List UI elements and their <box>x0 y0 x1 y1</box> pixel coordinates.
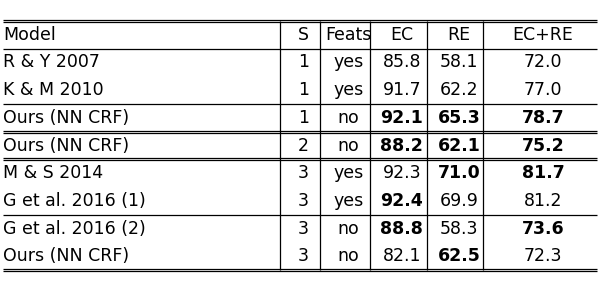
Text: 3: 3 <box>298 247 309 266</box>
Text: 72.0: 72.0 <box>524 53 562 72</box>
Text: yes: yes <box>334 192 364 210</box>
Text: 92.4: 92.4 <box>380 192 423 210</box>
Text: 81.7: 81.7 <box>521 164 565 182</box>
Text: 92.1: 92.1 <box>380 109 423 127</box>
Text: 3: 3 <box>298 220 309 238</box>
Text: K & M 2010: K & M 2010 <box>3 81 103 99</box>
Text: 65.3: 65.3 <box>438 109 481 127</box>
Text: 82.1: 82.1 <box>383 247 421 266</box>
Text: 81.2: 81.2 <box>524 192 562 210</box>
Text: 1: 1 <box>298 53 309 72</box>
Text: no: no <box>338 220 359 238</box>
Text: 77.0: 77.0 <box>524 81 562 99</box>
Text: 62.5: 62.5 <box>438 247 481 266</box>
Text: 58.3: 58.3 <box>440 220 478 238</box>
Text: no: no <box>338 136 359 155</box>
Text: 1: 1 <box>298 81 309 99</box>
Text: EC+RE: EC+RE <box>512 26 573 44</box>
Text: 92.3: 92.3 <box>383 164 421 182</box>
Text: 75.2: 75.2 <box>521 136 565 155</box>
Text: Ours (NN CRF): Ours (NN CRF) <box>3 109 129 127</box>
Text: Feats: Feats <box>325 26 372 44</box>
Text: 73.6: 73.6 <box>521 220 565 238</box>
Text: yes: yes <box>334 81 364 99</box>
Text: 78.7: 78.7 <box>521 109 565 127</box>
Text: RE: RE <box>448 26 471 44</box>
Text: 2: 2 <box>298 136 309 155</box>
Text: 3: 3 <box>298 192 309 210</box>
Text: 3: 3 <box>298 164 309 182</box>
Text: 62.1: 62.1 <box>438 136 481 155</box>
Text: R & Y 2007: R & Y 2007 <box>3 53 100 72</box>
Text: Ours (NN CRF): Ours (NN CRF) <box>3 247 129 266</box>
Text: Model: Model <box>3 26 56 44</box>
Text: no: no <box>338 109 359 127</box>
Text: G et al. 2016 (2): G et al. 2016 (2) <box>3 220 146 238</box>
Text: S: S <box>298 26 309 44</box>
Text: 72.3: 72.3 <box>524 247 562 266</box>
Text: G et al. 2016 (1): G et al. 2016 (1) <box>3 192 146 210</box>
Text: 85.8: 85.8 <box>383 53 421 72</box>
Text: 58.1: 58.1 <box>440 53 478 72</box>
Text: 91.7: 91.7 <box>383 81 421 99</box>
Text: 62.2: 62.2 <box>440 81 478 99</box>
Text: 71.0: 71.0 <box>438 164 481 182</box>
Text: EC: EC <box>390 26 413 44</box>
Text: 88.8: 88.8 <box>380 220 423 238</box>
Text: 1: 1 <box>298 109 309 127</box>
Text: 88.2: 88.2 <box>380 136 423 155</box>
Text: 69.9: 69.9 <box>440 192 479 210</box>
Text: Ours (NN CRF): Ours (NN CRF) <box>3 136 129 155</box>
Text: M & S 2014: M & S 2014 <box>3 164 103 182</box>
Text: yes: yes <box>334 53 364 72</box>
Text: yes: yes <box>334 164 364 182</box>
Text: no: no <box>338 247 359 266</box>
